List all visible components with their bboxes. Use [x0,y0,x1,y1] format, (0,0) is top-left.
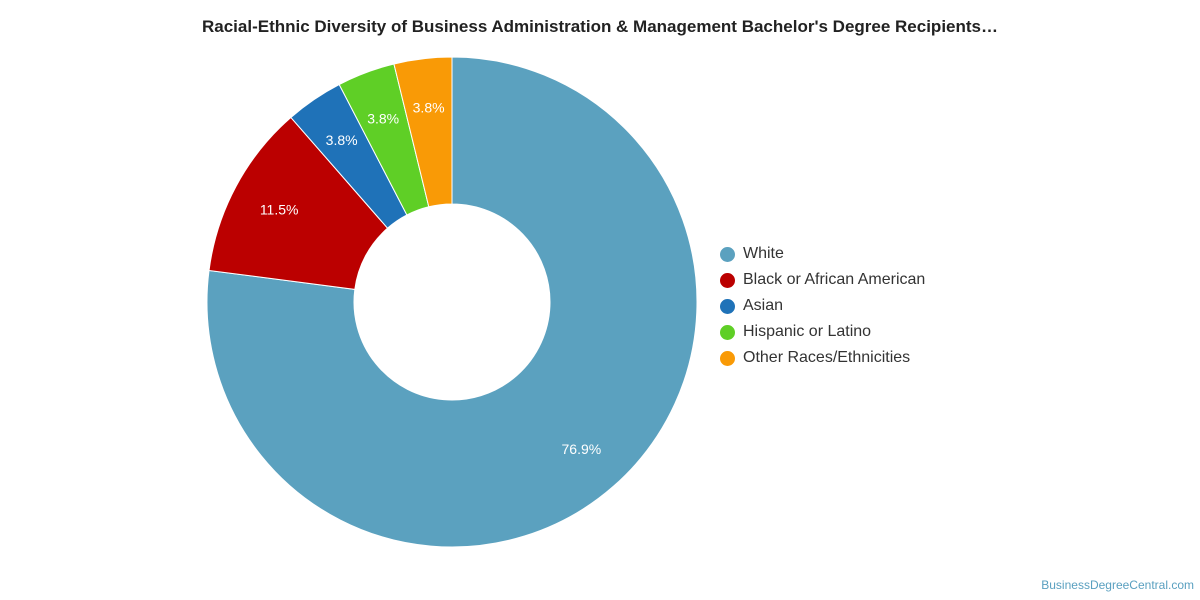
legend-label: White [743,245,784,262]
legend-item-white[interactable]: White [720,241,925,267]
slice-black-or-african-american[interactable] [208,116,389,290]
legend-label: Other Races/Ethnicities [743,349,911,366]
legend-swatch-icon [720,272,735,288]
legend-item-other-races-ethnicities[interactable]: Other Races/Ethnicities [720,345,925,371]
chart-title: Racial-Ethnic Diversity of Business Admi… [201,17,998,36]
data-label-asian: 3.8% [326,132,358,148]
legend-item-black-or-african-american[interactable]: Black or African American [720,267,925,293]
chart-legend: White Black or African American Asian Hispa… [720,241,925,371]
legend-label: Hispanic or Latino [743,323,872,340]
data-label-white: 76.9% [562,441,602,457]
legend-swatch-icon [720,246,735,262]
data-label-other-races-ethnicities: 3.8% [413,99,445,115]
legend-item-hispanic-or-latino[interactable]: Hispanic or Latino [720,319,925,345]
legend-label: Asian [743,297,784,314]
legend-swatch-icon [720,350,735,366]
legend-label: Black or African American [743,271,926,288]
data-label-hispanic-or-latino: 3.8% [367,110,399,126]
data-label-black-or-african-american: 11.5% [260,202,299,218]
legend-swatch-icon [720,324,735,340]
slice-other-races-ethnicities[interactable] [393,56,453,208]
legend-swatch-icon [720,298,735,314]
source-link[interactable]: BusinessDegreeCentral.com [1041,578,1194,592]
slice-white[interactable] [206,56,698,548]
legend-item-asian[interactable]: Asian [720,293,925,319]
